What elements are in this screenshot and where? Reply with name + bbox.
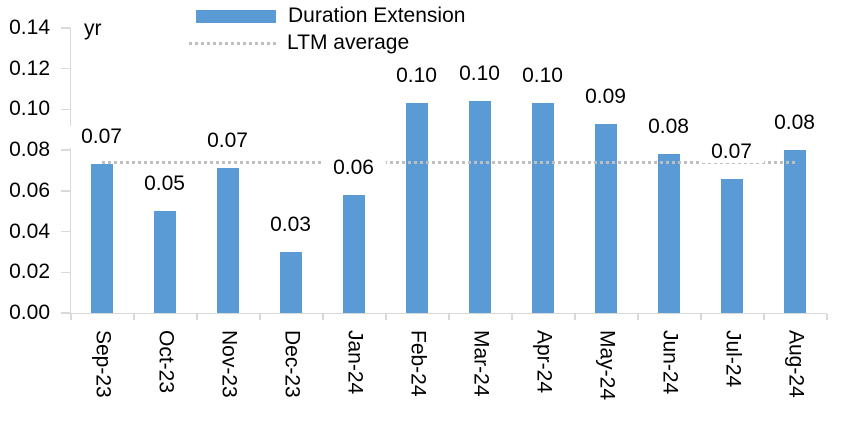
x-tick-mark — [322, 314, 324, 320]
bar-value-label: 0.10 — [384, 65, 449, 87]
x-tick-mark — [511, 314, 513, 320]
legend-dotted-line-swatch — [189, 41, 276, 45]
bar-Apr-24 — [531, 103, 554, 313]
y-tick-label: 0.02 — [9, 260, 50, 284]
bar-Feb-24 — [405, 103, 428, 313]
bar-value-label: 0.09 — [573, 86, 638, 108]
y-tick-label: 0.10 — [9, 97, 50, 121]
bar-Mar-24 — [468, 101, 491, 313]
y-tick-label: 0.00 — [9, 301, 50, 324]
x-tick-mark — [448, 314, 450, 320]
bar-Oct-23 — [153, 211, 176, 313]
x-tick-mark — [133, 314, 135, 320]
bar-value-label: 0.10 — [447, 63, 512, 85]
y-tick-mark — [61, 190, 70, 192]
bar-Jun-24 — [657, 154, 680, 313]
bar-Jul-24 — [720, 179, 743, 313]
bar-Sep-23 — [90, 164, 113, 313]
bar-May-24 — [594, 124, 617, 313]
bar-value-label: 0.08 — [762, 112, 827, 134]
bar-value-label: 0.07 — [195, 130, 260, 152]
y-tick-label: 0.04 — [9, 219, 50, 243]
x-tick-label-Sep-23: Sep-23 — [91, 330, 115, 398]
x-tick-label-Jun-24: Jun-24 — [658, 330, 682, 395]
legend-bar-swatch — [196, 9, 276, 23]
x-tick-label-Aug-24: Aug-24 — [784, 330, 808, 398]
y-tick-mark — [61, 230, 70, 233]
y-tick-mark — [61, 271, 70, 274]
bar-Aug-24 — [783, 150, 806, 313]
x-tick-label-Feb-24: Feb-24 — [406, 330, 430, 397]
x-tick-label-Jul-24: Jul-24 — [721, 330, 745, 388]
y-tick-label: 0.12 — [9, 56, 50, 80]
bar-value-label: 0.06 — [321, 157, 386, 179]
y-tick-label: 0.08 — [9, 138, 50, 162]
legend-label-ltm-average: LTM average — [287, 31, 410, 54]
x-tick-mark — [826, 314, 828, 320]
x-tick-mark — [574, 314, 576, 320]
y-tick-mark — [61, 108, 70, 111]
bar-value-label: 0.07 — [69, 126, 134, 148]
legend-label-duration-extension: Duration Extension — [288, 4, 466, 27]
x-tick-mark — [196, 314, 198, 320]
x-tick-label-Jan-24: Jan-24 — [343, 330, 367, 395]
x-tick-label-May-24: May-24 — [595, 330, 619, 401]
bar-value-label: 0.05 — [132, 173, 197, 195]
x-tick-label-Apr-24: Apr-24 — [532, 330, 556, 394]
bar-Jan-24 — [342, 195, 365, 313]
plot-area — [70, 28, 827, 314]
ltm-average-line — [101, 160, 795, 164]
legend-item-duration-extension: Duration Extension — [196, 4, 465, 28]
y-tick-mark — [61, 27, 70, 29]
legend-item-ltm-average: LTM average — [189, 31, 409, 55]
y-tick-label: 0.06 — [9, 178, 50, 202]
y-tick-mark — [61, 67, 70, 70]
x-tick-mark — [259, 314, 261, 320]
y-tick-label: 0.14 — [9, 16, 50, 39]
x-tick-mark — [70, 314, 72, 320]
bar-value-label: 0.03 — [258, 214, 323, 236]
bar-value-label: 0.10 — [510, 65, 575, 87]
x-tick-label-Oct-23: Oct-23 — [154, 330, 178, 394]
x-tick-label-Nov-23: Nov-23 — [217, 330, 241, 398]
bar-Nov-23 — [216, 168, 239, 313]
x-tick-mark — [763, 314, 765, 320]
bar-value-label: 0.08 — [636, 116, 701, 138]
bar-value-label: 0.07 — [699, 141, 764, 163]
x-tick-mark — [637, 314, 639, 320]
x-tick-mark — [385, 314, 387, 320]
y-tick-mark — [61, 149, 70, 151]
x-tick-label-Dec-23: Dec-23 — [280, 330, 304, 398]
x-tick-mark — [700, 314, 702, 320]
y-axis-unit-label: yr — [84, 17, 102, 40]
y-tick-mark — [61, 312, 70, 314]
x-tick-label-Mar-24: Mar-24 — [469, 330, 493, 397]
bar-Dec-23 — [279, 252, 302, 313]
